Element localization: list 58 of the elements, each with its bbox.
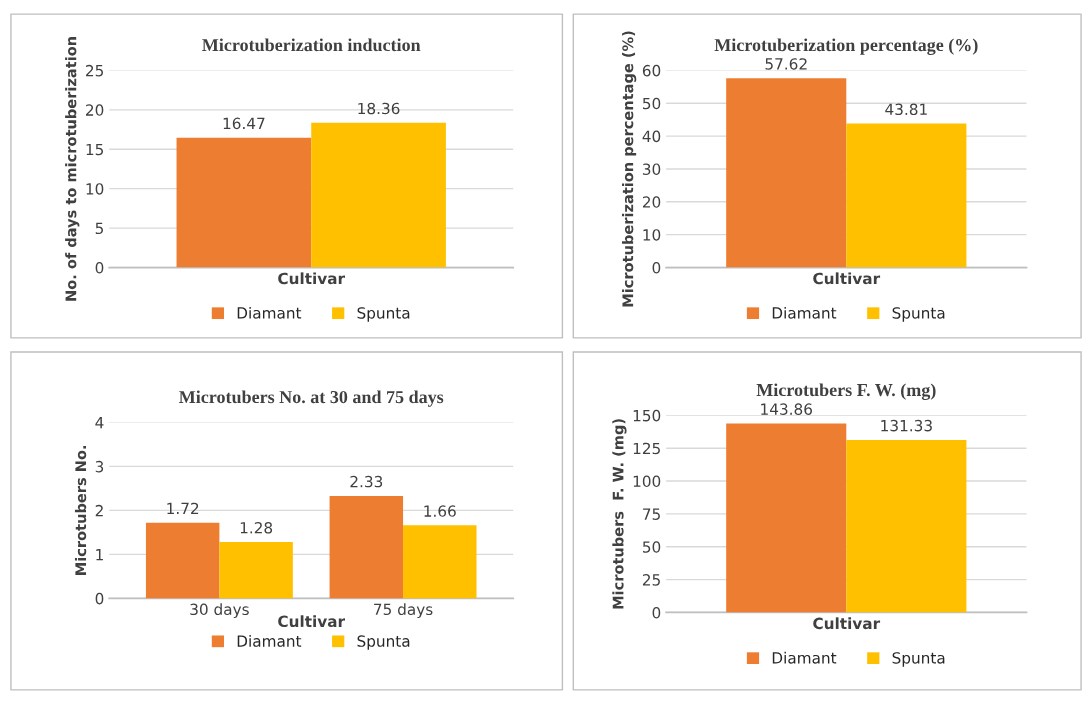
data-label: 18.36 <box>358 102 400 115</box>
y-axis-title: Microtuberization percentage (%) <box>622 31 637 307</box>
chart-title: Microtubers F. W. (mg) <box>756 383 936 400</box>
legend-label: Spunta <box>892 652 945 667</box>
y-tick-label: 30 <box>642 163 661 175</box>
data-label: 143.86 <box>761 403 813 415</box>
data-label: 2.33 <box>350 475 383 488</box>
legend-label: Diamant <box>237 635 302 647</box>
y-tick-label: 100 <box>633 475 661 488</box>
bar <box>329 495 404 599</box>
y-axis-title: Microtubers No. <box>74 446 87 575</box>
data-label: 131.33 <box>881 419 932 432</box>
data-label: 1.28 <box>240 522 273 534</box>
legend-label: Spunta <box>357 307 410 322</box>
legend-label: Diamant <box>772 306 837 319</box>
y-tick-label: 0 <box>95 261 104 274</box>
y-tick-label: 4 <box>95 417 104 429</box>
y-tick-label: 2 <box>95 504 103 517</box>
y-tick-label: 15 <box>86 143 103 156</box>
y-tick-label: 50 <box>643 97 661 110</box>
y-tick-label: 20 <box>642 196 661 208</box>
y-tick-label: 25 <box>86 64 103 77</box>
legend-label: Diamant <box>772 651 837 664</box>
x-tick-label: 30 days <box>190 603 249 619</box>
y-tick-label: 3 <box>95 460 104 473</box>
y-tick-label: 10 <box>86 183 104 195</box>
y-tick-label: 1 <box>96 549 103 561</box>
y-tick-label: 40 <box>642 130 661 143</box>
y-tick-label: 125 <box>633 442 660 455</box>
data-label: 1.66 <box>424 505 456 517</box>
data-label: 57.62 <box>765 58 807 70</box>
y-tick-label: 150 <box>633 409 661 422</box>
y-tick-label: 20 <box>86 104 104 116</box>
y-tick-label: 60 <box>642 64 661 77</box>
y-tick-label: 5 <box>95 222 103 235</box>
y-axis-title: Microtubers F. W. (mg) <box>612 419 627 609</box>
y-tick-label: 50 <box>643 541 661 553</box>
chart-title: Microtuberization induction <box>202 38 421 52</box>
legend-label: Spunta <box>357 635 410 650</box>
y-tick-label: 0 <box>652 261 661 274</box>
legend-label: Spunta <box>892 307 945 322</box>
bar <box>403 525 477 599</box>
legend-label: Diamant <box>237 306 302 319</box>
data-label: 16.47 <box>223 117 265 130</box>
chart-title: Microtuberization percentage (%) <box>714 38 978 55</box>
data-label: 1.72 <box>167 502 199 514</box>
y-tick-label: 0 <box>652 606 661 619</box>
y-axis-title: No. of days to microtuberization <box>65 37 80 301</box>
x-axis-title: Cultivar <box>278 615 346 628</box>
y-tick-label: 0 <box>95 592 104 605</box>
chart-title: Microtubers No. at 30 and 75 days <box>179 390 444 407</box>
y-tick-label: 75 <box>643 508 660 520</box>
x-tick-label: 75 days <box>374 603 433 619</box>
data-label: 43.81 <box>885 103 927 116</box>
y-tick-label: 10 <box>643 229 661 241</box>
bar <box>219 542 293 599</box>
y-tick-label: 25 <box>642 574 660 586</box>
bar <box>145 522 220 599</box>
